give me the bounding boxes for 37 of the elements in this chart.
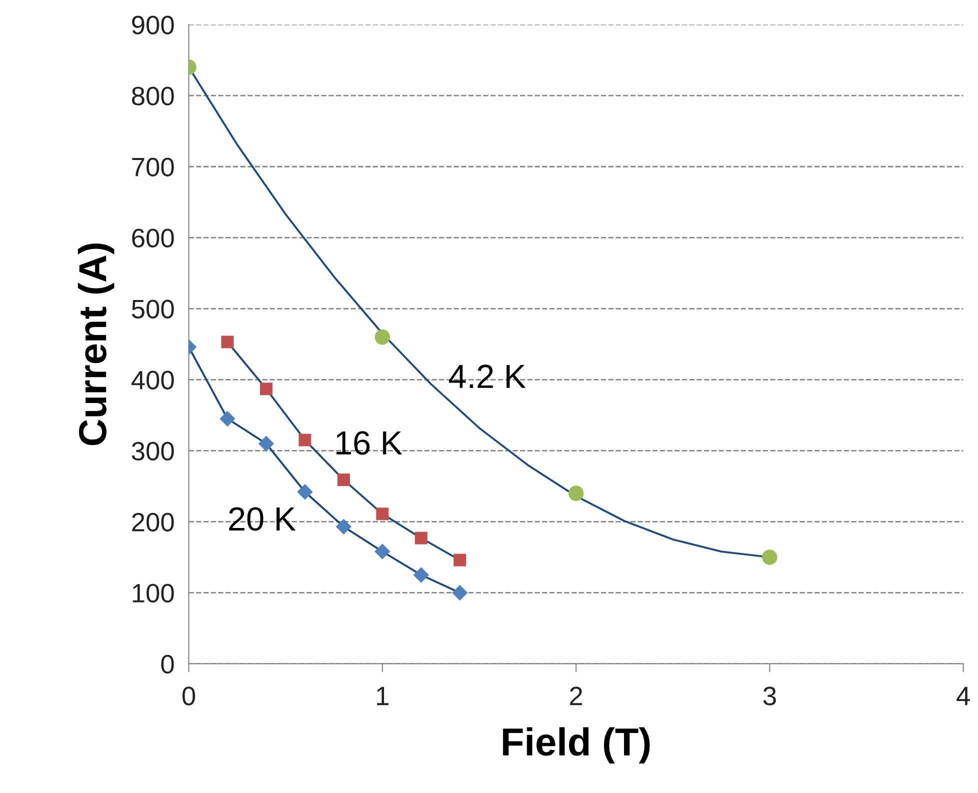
point xyxy=(337,474,350,486)
point xyxy=(298,434,312,446)
point xyxy=(452,584,468,601)
y-axis-title: Current (A) xyxy=(78,243,114,446)
point xyxy=(374,329,390,345)
series-label: 20 K xyxy=(229,507,296,531)
point xyxy=(297,484,313,500)
point xyxy=(568,486,584,501)
y-tick-label: 400 xyxy=(131,370,174,390)
point xyxy=(413,567,429,583)
series-label: 4.2 K xyxy=(449,364,526,388)
series-label: 16 K xyxy=(336,431,402,455)
x-tick-label: 4 xyxy=(956,686,970,706)
x-tick-label: 1 xyxy=(377,686,388,706)
y-tick-label: 300 xyxy=(132,442,174,461)
point xyxy=(220,410,236,427)
point xyxy=(762,550,778,565)
x-tick-label: 2 xyxy=(570,686,582,706)
y-tick-label: 0 xyxy=(161,654,174,674)
x-axis-title: Field (T) xyxy=(503,727,650,764)
point xyxy=(336,518,352,535)
point xyxy=(454,554,466,566)
y-tick-label: 200 xyxy=(132,512,174,532)
point xyxy=(258,436,274,452)
y-tick-label: 900 xyxy=(132,16,174,34)
y-tick-label: 600 xyxy=(132,228,174,248)
y-tick-label: 500 xyxy=(132,300,174,318)
y-tick-label: 100 xyxy=(132,584,174,603)
point xyxy=(260,382,272,396)
point xyxy=(374,544,390,560)
y-tick-label: 700 xyxy=(132,158,174,176)
point xyxy=(221,336,234,348)
y-tick-label: 800 xyxy=(132,86,174,106)
point xyxy=(376,508,389,520)
x-tick-label: 0 xyxy=(182,686,196,706)
point xyxy=(414,532,428,544)
x-tick-label: 3 xyxy=(763,686,776,706)
